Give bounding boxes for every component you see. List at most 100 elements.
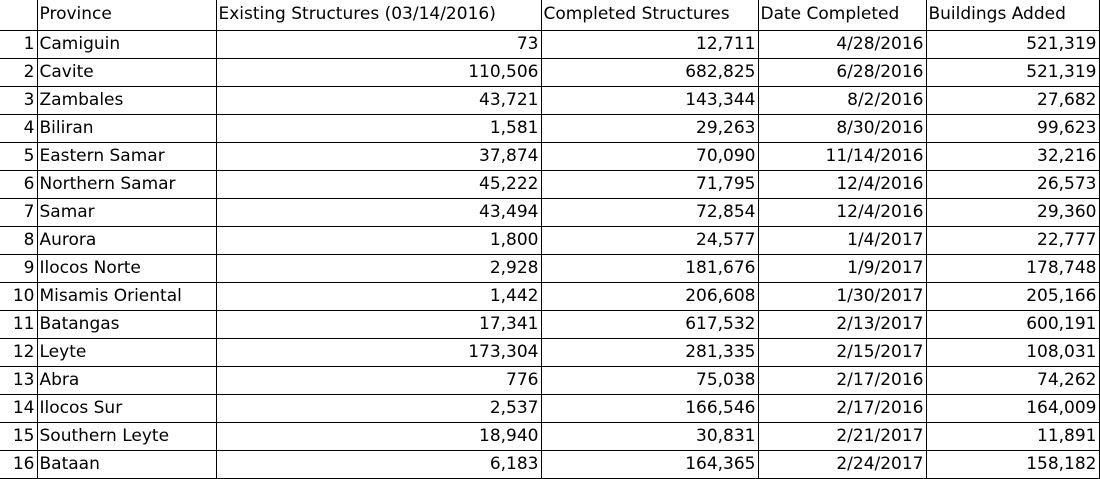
cell-province[interactable]: Misamis Oriental <box>36 281 217 311</box>
cell-completed-structures[interactable]: 166,546 <box>540 393 759 423</box>
cell-completed-structures[interactable]: 281,335 <box>540 337 759 367</box>
cell-row-index[interactable]: 13 <box>0 365 38 395</box>
cell-province[interactable]: Southern Leyte <box>36 421 217 451</box>
column-header-date-completed[interactable]: Date Completed <box>757 0 927 31</box>
cell-buildings-added[interactable]: 74,262 <box>925 365 1100 395</box>
cell-province[interactable]: Bataan <box>36 449 217 479</box>
cell-completed-structures[interactable]: 29,263 <box>540 113 759 143</box>
cell-completed-structures[interactable]: 164,365 <box>540 449 759 479</box>
cell-row-index[interactable]: 9 <box>0 253 38 283</box>
cell-existing-structures[interactable]: 1,800 <box>215 225 542 255</box>
column-header-buildings-added[interactable]: Buildings Added <box>925 0 1100 31</box>
cell-province[interactable]: Batangas <box>36 309 217 339</box>
cell-province[interactable]: Eastern Samar <box>36 141 217 171</box>
cell-row-index[interactable]: 1 <box>0 29 38 59</box>
cell-province[interactable]: Samar <box>36 197 217 227</box>
cell-existing-structures[interactable]: 6,183 <box>215 449 542 479</box>
cell-buildings-added[interactable]: 108,031 <box>925 337 1100 367</box>
cell-row-index[interactable]: 2 <box>0 57 38 87</box>
cell-existing-structures[interactable]: 18,940 <box>215 421 542 451</box>
cell-buildings-added[interactable]: 26,573 <box>925 169 1100 199</box>
cell-buildings-added[interactable]: 521,319 <box>925 29 1100 59</box>
cell-existing-structures[interactable]: 37,874 <box>215 141 542 171</box>
cell-completed-structures[interactable]: 30,831 <box>540 421 759 451</box>
cell-completed-structures[interactable]: 143,344 <box>540 85 759 115</box>
cell-existing-structures[interactable]: 2,537 <box>215 393 542 423</box>
cell-buildings-added[interactable]: 158,182 <box>925 449 1100 479</box>
cell-province[interactable]: Aurora <box>36 225 217 255</box>
cell-row-index[interactable]: 8 <box>0 225 38 255</box>
cell-completed-structures[interactable]: 70,090 <box>540 141 759 171</box>
cell-existing-structures[interactable]: 776 <box>215 365 542 395</box>
cell-date-completed[interactable]: 2/15/2017 <box>757 337 927 367</box>
cell-row-index[interactable]: 5 <box>0 141 38 171</box>
cell-existing-structures[interactable]: 43,494 <box>215 197 542 227</box>
cell-buildings-added[interactable]: 205,166 <box>925 281 1100 311</box>
cell-completed-structures[interactable]: 682,825 <box>540 57 759 87</box>
column-header-row-index[interactable] <box>0 0 38 31</box>
cell-buildings-added[interactable]: 29,360 <box>925 197 1100 227</box>
cell-row-index[interactable]: 16 <box>0 449 38 479</box>
cell-completed-structures[interactable]: 24,577 <box>540 225 759 255</box>
cell-date-completed[interactable]: 12/4/2016 <box>757 197 927 227</box>
cell-row-index[interactable]: 3 <box>0 85 38 115</box>
cell-row-index[interactable]: 12 <box>0 337 38 367</box>
cell-existing-structures[interactable]: 1,442 <box>215 281 542 311</box>
cell-date-completed[interactable]: 11/14/2016 <box>757 141 927 171</box>
cell-province[interactable]: Leyte <box>36 337 217 367</box>
cell-completed-structures[interactable]: 206,608 <box>540 281 759 311</box>
cell-date-completed[interactable]: 1/4/2017 <box>757 225 927 255</box>
cell-date-completed[interactable]: 1/30/2017 <box>757 281 927 311</box>
cell-buildings-added[interactable]: 99,623 <box>925 113 1100 143</box>
cell-province[interactable]: Biliran <box>36 113 217 143</box>
cell-completed-structures[interactable]: 617,532 <box>540 309 759 339</box>
column-header-completed-structures[interactable]: Completed Structures <box>540 0 759 31</box>
cell-completed-structures[interactable]: 181,676 <box>540 253 759 283</box>
cell-buildings-added[interactable]: 178,748 <box>925 253 1100 283</box>
cell-row-index[interactable]: 11 <box>0 309 38 339</box>
cell-province[interactable]: Abra <box>36 365 217 395</box>
cell-row-index[interactable]: 7 <box>0 197 38 227</box>
cell-date-completed[interactable]: 1/9/2017 <box>757 253 927 283</box>
cell-date-completed[interactable]: 4/28/2016 <box>757 29 927 59</box>
cell-date-completed[interactable]: 2/24/2017 <box>757 449 927 479</box>
cell-completed-structures[interactable]: 71,795 <box>540 169 759 199</box>
cell-row-index[interactable]: 10 <box>0 281 38 311</box>
cell-date-completed[interactable]: 2/17/2016 <box>757 365 927 395</box>
cell-existing-structures[interactable]: 17,341 <box>215 309 542 339</box>
cell-province[interactable]: Ilocos Sur <box>36 393 217 423</box>
cell-completed-structures[interactable]: 72,854 <box>540 197 759 227</box>
cell-completed-structures[interactable]: 75,038 <box>540 365 759 395</box>
cell-existing-structures[interactable]: 2,928 <box>215 253 542 283</box>
cell-existing-structures[interactable]: 73 <box>215 29 542 59</box>
cell-row-index[interactable]: 14 <box>0 393 38 423</box>
cell-buildings-added[interactable]: 11,891 <box>925 421 1100 451</box>
cell-buildings-added[interactable]: 164,009 <box>925 393 1100 423</box>
cell-row-index[interactable]: 15 <box>0 421 38 451</box>
cell-existing-structures[interactable]: 110,506 <box>215 57 542 87</box>
cell-completed-structures[interactable]: 12,711 <box>540 29 759 59</box>
cell-province[interactable]: Camiguin <box>36 29 217 59</box>
cell-date-completed[interactable]: 12/4/2016 <box>757 169 927 199</box>
cell-existing-structures[interactable]: 173,304 <box>215 337 542 367</box>
cell-date-completed[interactable]: 6/28/2016 <box>757 57 927 87</box>
cell-buildings-added[interactable]: 32,216 <box>925 141 1100 171</box>
cell-date-completed[interactable]: 2/17/2016 <box>757 393 927 423</box>
cell-row-index[interactable]: 6 <box>0 169 38 199</box>
column-header-province[interactable]: Province <box>36 0 217 31</box>
cell-date-completed[interactable]: 8/2/2016 <box>757 85 927 115</box>
cell-buildings-added[interactable]: 27,682 <box>925 85 1100 115</box>
cell-date-completed[interactable]: 8/30/2016 <box>757 113 927 143</box>
cell-buildings-added[interactable]: 22,777 <box>925 225 1100 255</box>
cell-row-index[interactable]: 4 <box>0 113 38 143</box>
cell-province[interactable]: Zambales <box>36 85 217 115</box>
cell-existing-structures[interactable]: 43,721 <box>215 85 542 115</box>
column-header-existing-structures[interactable]: Existing Structures (03/14/2016) <box>215 0 542 31</box>
cell-province[interactable]: Northern Samar <box>36 169 217 199</box>
cell-buildings-added[interactable]: 521,319 <box>925 57 1100 87</box>
cell-date-completed[interactable]: 2/13/2017 <box>757 309 927 339</box>
cell-province[interactable]: Cavite <box>36 57 217 87</box>
cell-province[interactable]: Ilocos Norte <box>36 253 217 283</box>
cell-date-completed[interactable]: 2/21/2017 <box>757 421 927 451</box>
cell-buildings-added[interactable]: 600,191 <box>925 309 1100 339</box>
